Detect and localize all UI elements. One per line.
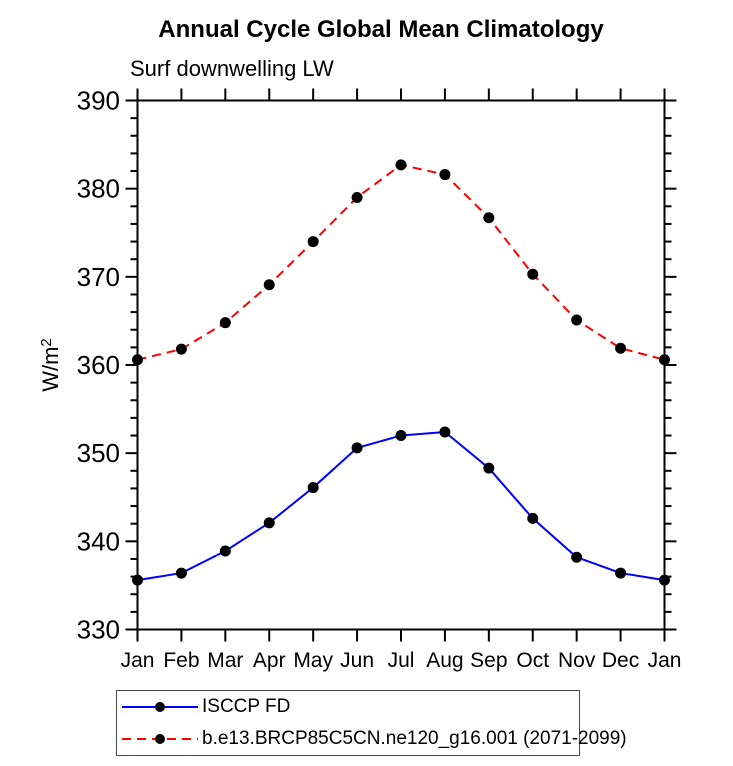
svg-text:Dec: Dec bbox=[602, 649, 639, 672]
svg-text:360: 360 bbox=[77, 350, 120, 380]
svg-text:Feb: Feb bbox=[163, 649, 199, 672]
legend-item: ISCCP FD bbox=[117, 691, 579, 723]
svg-text:350: 350 bbox=[77, 438, 120, 468]
svg-text:Nov: Nov bbox=[558, 649, 596, 672]
legend-label: b.e13.BRCP85C5CN.ne120_g16.001 (2071-209… bbox=[202, 728, 627, 749]
svg-text:Apr: Apr bbox=[253, 649, 286, 672]
legend-line-sample bbox=[122, 734, 198, 744]
legend-item: b.e13.BRCP85C5CN.ne120_g16.001 (2071-209… bbox=[117, 723, 627, 755]
svg-text:Jul: Jul bbox=[388, 649, 415, 672]
svg-text:May: May bbox=[293, 649, 333, 672]
svg-text:380: 380 bbox=[77, 174, 120, 204]
svg-text:330: 330 bbox=[77, 615, 120, 645]
chart-title: Annual Cycle Global Mean Climatology bbox=[158, 16, 604, 43]
svg-text:340: 340 bbox=[77, 526, 120, 556]
svg-text:Aug: Aug bbox=[426, 649, 463, 672]
svg-text:Mar: Mar bbox=[207, 649, 243, 672]
svg-text:390: 390 bbox=[77, 86, 120, 116]
svg-text:Sep: Sep bbox=[470, 649, 507, 672]
svg-text:Jan: Jan bbox=[648, 649, 682, 672]
chart-subtitle: Surf downwelling LW bbox=[130, 56, 334, 81]
legend: ISCCP FD b.e13.BRCP85C5CN.ne120_g16.001 … bbox=[116, 690, 627, 756]
legend-line-sample bbox=[122, 702, 198, 712]
legend-label: ISCCP FD bbox=[202, 696, 291, 717]
svg-text:Jan: Jan bbox=[121, 649, 155, 672]
svg-text:W/m2: W/m2 bbox=[38, 338, 63, 392]
svg-text:370: 370 bbox=[77, 262, 120, 292]
svg-text:Oct: Oct bbox=[516, 649, 549, 672]
svg-text:Jun: Jun bbox=[340, 649, 374, 672]
